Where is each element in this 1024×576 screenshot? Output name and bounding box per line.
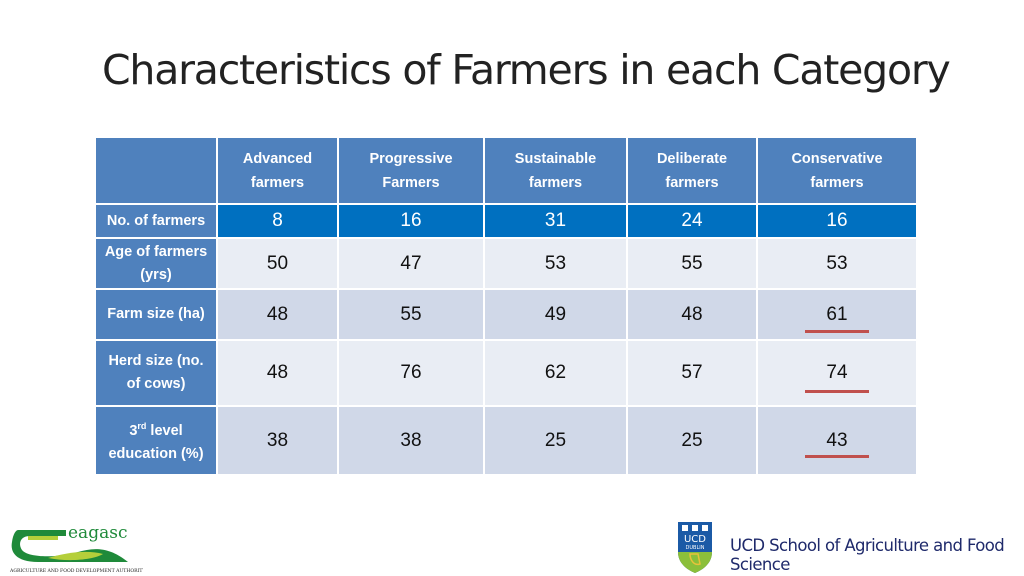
row-label-text: Herd size (no.	[108, 353, 204, 369]
header-line: farmers	[665, 174, 719, 191]
header-line: Conservative	[791, 150, 883, 167]
table-cell: 43	[756, 405, 918, 476]
farmer-characteristics-table: Advanced farmers Progressive Farmers Susta…	[94, 136, 918, 476]
table-cell: 24	[626, 203, 758, 239]
row-label: Herd size (no. of cows)	[94, 339, 218, 407]
table-cell: 55	[626, 237, 758, 290]
ucd-school-name: UCD School of Agriculture and Food Scien…	[730, 536, 1005, 574]
table-cell: 50	[216, 237, 339, 290]
table-row: Age of farmers (yrs) 50 47 53 55 53	[94, 237, 918, 290]
table-cell: 76	[337, 339, 485, 407]
red-underline	[805, 455, 869, 458]
table-cell: 38	[337, 405, 485, 476]
corner-cell	[94, 136, 218, 205]
table-cell: 53	[756, 237, 918, 290]
header-progressive: Progressive Farmers	[337, 136, 485, 205]
svg-text:DUBLIN: DUBLIN	[686, 545, 705, 551]
header-conservative: Conservative farmers	[756, 136, 918, 205]
red-underline	[805, 390, 869, 393]
row-label: 3rd level education (%)	[94, 405, 218, 476]
table-row: 3rd level education (%) 38 38 25 25 43	[94, 405, 918, 476]
cell-value: 61	[826, 303, 848, 325]
red-underline	[805, 330, 869, 333]
table-cell: 48	[626, 288, 758, 341]
table-cell: 47	[337, 237, 485, 290]
cell-value: 74	[826, 362, 848, 383]
table-cell: 49	[483, 288, 628, 341]
table-cell: 25	[483, 405, 628, 476]
header-advanced: Advanced farmers	[216, 136, 339, 205]
table-cell: 74	[756, 339, 918, 407]
table-cell: 48	[216, 339, 339, 407]
teagasc-logo: eagasc AGRICULTURE AND FOOD DEVELOPMENT …	[9, 523, 143, 574]
table-cell: 62	[483, 339, 628, 407]
svg-text:AGRICULTURE AND FOOD DEVELOPME: AGRICULTURE AND FOOD DEVELOPMENT AUTHORI…	[9, 568, 143, 574]
row-label-text: (yrs)	[140, 266, 172, 283]
row-label-text: No. of farmers	[106, 212, 206, 229]
header-line: Deliberate	[656, 150, 728, 167]
table-cell: 25	[626, 405, 758, 476]
svg-text:UCD: UCD	[684, 534, 706, 545]
header-line: Advanced	[242, 150, 313, 167]
table-cell: 55	[337, 288, 485, 341]
svg-text:eagasc: eagasc	[68, 523, 127, 543]
table-cell: 16	[756, 203, 918, 239]
header-line: Sustainable	[514, 150, 597, 167]
table-cell: 53	[483, 237, 628, 290]
table-cell: 31	[483, 203, 628, 239]
table-row: Farm size (ha) 48 55 49 48 61	[94, 288, 918, 341]
table-row: Herd size (no. of cows) 48 76 62 57 74	[94, 339, 918, 407]
row-label-text: Farm size (ha)	[107, 306, 205, 322]
header-deliberate: Deliberate farmers	[626, 136, 758, 205]
table-cell: 57	[626, 339, 758, 407]
cell-value: 43	[826, 429, 848, 451]
header-line: Progressive	[369, 150, 453, 167]
row-label-text: of cows)	[126, 376, 186, 392]
table-cell: 38	[216, 405, 339, 476]
table-row: No. of farmers 8 16 31 24 16	[94, 203, 918, 239]
row-label: Age of farmers (yrs)	[94, 237, 218, 290]
ucd-crest-logo: UCD DUBLIN	[678, 522, 712, 573]
table-cell: 61	[756, 288, 918, 341]
table-cell: 48	[216, 288, 339, 341]
row-label: Farm size (ha)	[94, 288, 218, 341]
row-label: No. of farmers	[94, 203, 218, 239]
header-line: farmers	[528, 174, 583, 191]
table-cell: 16	[337, 203, 485, 239]
header-line: farmers	[250, 174, 305, 191]
header-line: Farmers	[382, 174, 440, 191]
header-line: farmers	[810, 174, 864, 191]
row-label-text: education (%)	[108, 445, 204, 462]
row-label-text: Age of farmers	[104, 243, 208, 260]
table-cell: 8	[216, 203, 339, 239]
header-sustainable: Sustainable farmers	[483, 136, 628, 205]
row-label-text: 3rd level	[129, 421, 183, 439]
slide-title: Characteristics of Farmers in each Categ…	[102, 46, 951, 94]
